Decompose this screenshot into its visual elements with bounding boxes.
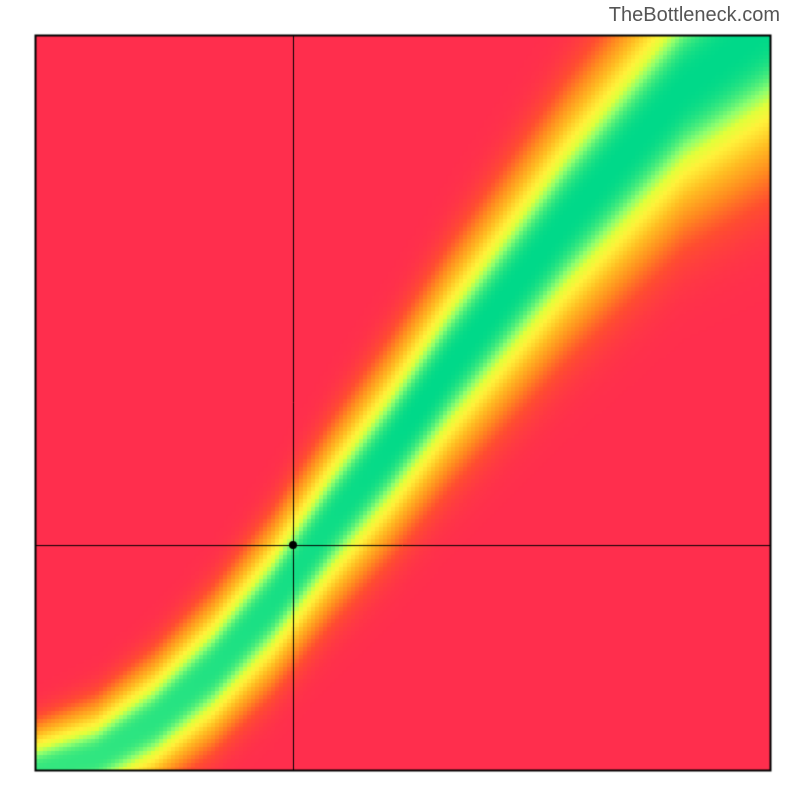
heatmap-canvas — [0, 0, 800, 800]
figure-container: TheBottleneck.com — [0, 0, 800, 800]
source-attribution: TheBottleneck.com — [609, 4, 780, 27]
